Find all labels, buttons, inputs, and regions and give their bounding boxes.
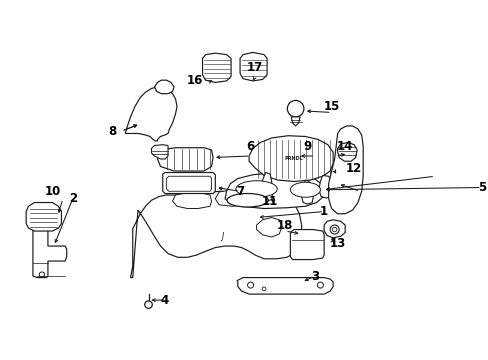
Polygon shape <box>301 180 313 204</box>
Ellipse shape <box>226 194 268 207</box>
Text: 14: 14 <box>336 140 353 153</box>
Polygon shape <box>290 230 324 260</box>
Polygon shape <box>157 148 213 171</box>
Polygon shape <box>163 172 215 194</box>
Polygon shape <box>337 143 356 161</box>
Polygon shape <box>318 175 332 198</box>
Polygon shape <box>33 229 66 278</box>
Polygon shape <box>290 117 300 126</box>
Text: 7: 7 <box>236 185 244 198</box>
Text: 17: 17 <box>246 61 263 74</box>
Text: 18: 18 <box>276 219 293 231</box>
Polygon shape <box>215 190 248 206</box>
Text: 6: 6 <box>246 140 254 153</box>
Text: 15: 15 <box>323 100 339 113</box>
Text: PRNDL: PRNDL <box>284 157 303 162</box>
Polygon shape <box>324 220 345 238</box>
Text: 1: 1 <box>320 205 327 218</box>
Text: 9: 9 <box>303 140 311 153</box>
Text: 12: 12 <box>346 162 362 175</box>
Polygon shape <box>224 172 324 208</box>
Polygon shape <box>125 87 177 141</box>
Ellipse shape <box>290 182 320 197</box>
Text: 8: 8 <box>108 125 116 138</box>
Polygon shape <box>260 172 273 201</box>
Text: 13: 13 <box>329 237 345 250</box>
Polygon shape <box>248 136 332 181</box>
Text: 11: 11 <box>262 194 278 207</box>
Polygon shape <box>151 145 168 159</box>
Text: 3: 3 <box>310 270 319 283</box>
Polygon shape <box>202 53 231 82</box>
Polygon shape <box>130 191 301 278</box>
Polygon shape <box>26 203 61 231</box>
Polygon shape <box>328 126 363 214</box>
Polygon shape <box>256 217 282 237</box>
Polygon shape <box>237 278 332 294</box>
Text: 16: 16 <box>186 75 203 87</box>
Polygon shape <box>172 193 211 208</box>
Text: 10: 10 <box>44 185 61 198</box>
Text: J: J <box>221 232 224 241</box>
Ellipse shape <box>236 181 277 197</box>
Polygon shape <box>166 176 211 191</box>
Text: 5: 5 <box>477 181 485 194</box>
Text: 2: 2 <box>68 192 77 205</box>
Polygon shape <box>240 53 266 81</box>
Polygon shape <box>154 80 174 94</box>
Text: 4: 4 <box>161 294 169 307</box>
